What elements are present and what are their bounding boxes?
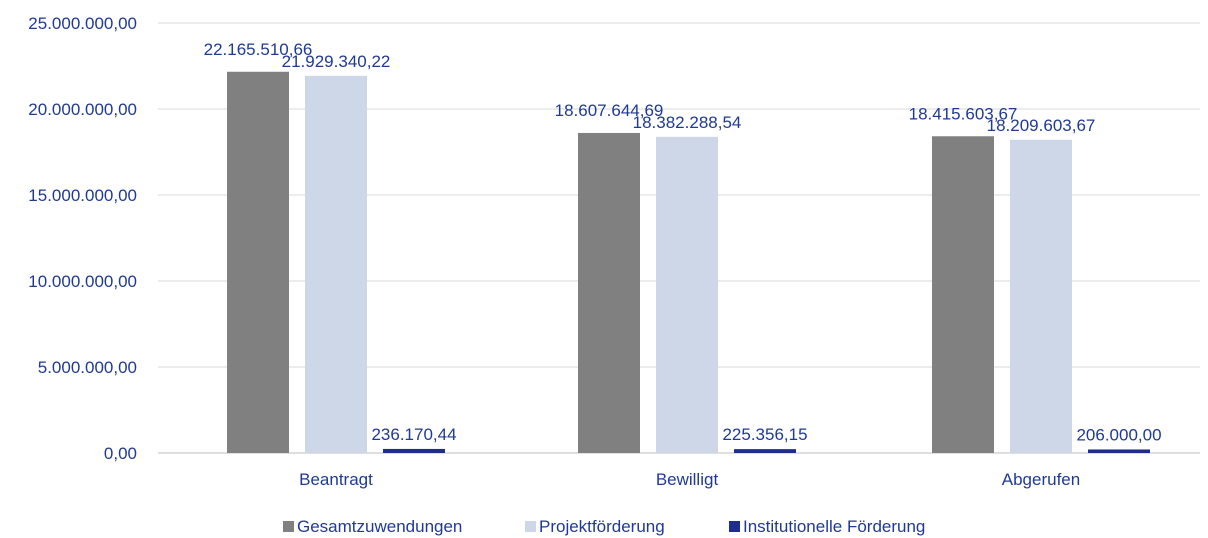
y-tick-label: 10.000.000,00 [28, 272, 137, 291]
y-tick-label: 15.000.000,00 [28, 186, 137, 205]
legend-label: Gesamtzuwendungen [297, 517, 462, 536]
x-tick-label: Abgerufen [1002, 470, 1080, 489]
bar-abgerufen-0 [932, 136, 994, 453]
bar-beantragt-2 [383, 448, 445, 453]
data-label: 21.929.340,22 [282, 52, 391, 71]
legend-swatch [283, 521, 294, 532]
bar-bewilligt-1 [656, 136, 718, 453]
data-label: 18.607.644,69 [555, 101, 664, 120]
x-tick-label: Bewilligt [656, 470, 719, 489]
data-label: 236.170,44 [371, 425, 456, 444]
bars [227, 71, 1150, 454]
y-tick-label: 5.000.000,00 [38, 358, 137, 377]
legend-item: Projektförderung [525, 517, 665, 536]
legend-label: Projektförderung [539, 517, 665, 536]
data-label: 206.000,00 [1076, 425, 1161, 444]
x-tick-label: Beantragt [299, 470, 373, 489]
legend-item: Gesamtzuwendungen [283, 517, 462, 536]
bar-bewilligt-2 [734, 449, 796, 453]
data-label: 22.165.510,66 [204, 40, 313, 59]
legend-item: Institutionelle Förderung [729, 517, 925, 536]
data-label: 225.356,15 [722, 425, 807, 444]
bar-abgerufen-1 [1010, 139, 1072, 454]
data-label: 18.209.603,67 [987, 116, 1096, 135]
y-tick-label: 25.000.000,00 [28, 14, 137, 33]
bar-bewilligt-0 [578, 132, 640, 453]
data-label: 18.382.288,54 [633, 113, 742, 132]
bar-beantragt-1 [305, 75, 367, 454]
legend-swatch [729, 521, 740, 532]
data-label: 18.415.603,67 [909, 104, 1018, 123]
bar-beantragt-0 [227, 71, 289, 453]
y-axis: 0,00 5.000.000,00 10.000.000,00 15.000.000,… [28, 14, 137, 463]
legend: Gesamtzuwendungen Projektförderung Institu… [283, 517, 925, 536]
x-axis: Beantragt Bewilligt Abgerufen [299, 470, 1080, 489]
legend-label: Institutionelle Förderung [743, 517, 925, 536]
y-tick-label: 0,00 [104, 444, 137, 463]
bar-abgerufen-2 [1088, 449, 1150, 453]
legend-swatch [525, 521, 536, 532]
y-tick-label: 20.000.000,00 [28, 100, 137, 119]
